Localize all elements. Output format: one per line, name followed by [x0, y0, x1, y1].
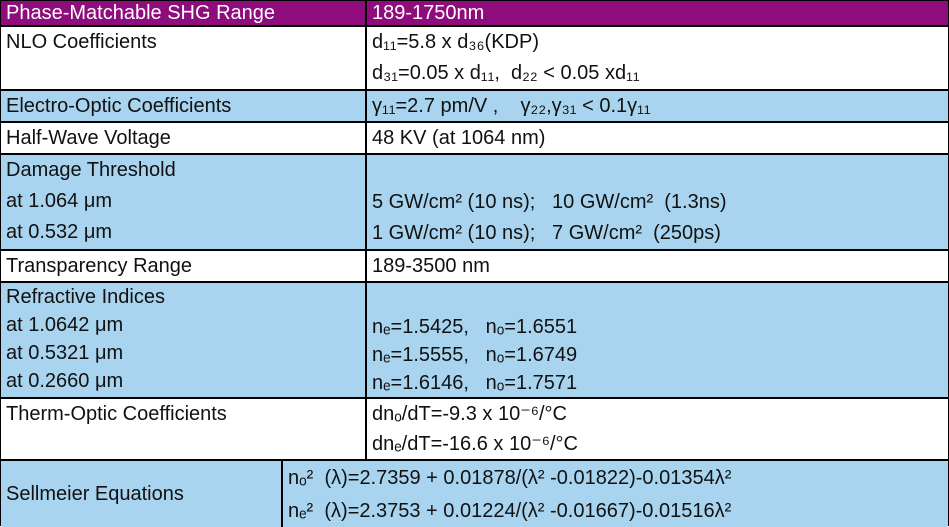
cell-text: Electro-Optic Coefficients	[6, 95, 232, 117]
cell-text: nₒ² (λ)=2.7359 + 0.01878/(λ² -0.01822)-0…	[288, 466, 732, 489]
cell-text: 5 GW/cm² (10 ns); 10 GW/cm² (1.3ns)	[372, 191, 727, 213]
cell-text: 189-1750nm	[372, 2, 485, 24]
label-cell: Therm-Optic Coefficients	[1, 399, 367, 459]
cell-text: Transparency Range	[6, 255, 193, 277]
cell-text: Therm-Optic Coefficients	[6, 403, 227, 425]
cell-text: nₑ=1.6146, nₒ=1.7571	[372, 372, 578, 394]
cell-text: Sellmeier Equations	[6, 483, 184, 505]
label-cell: Damage Threshold at 1.064 μm at 0.532 μm	[1, 155, 367, 249]
label-cell: Refractive Indices at 1.0642 μm at 0.5321 …	[1, 283, 367, 397]
header-cell: 189-1750nm	[367, 1, 484, 25]
table-row: NLO Coefficients d₁₁=5.8 x d₃₆(KDP) d₃₁=0.…	[1, 27, 948, 91]
cell-text: at 1.0642 μm	[6, 314, 124, 336]
cell-text: 48 KV (at 1064 nm)	[372, 127, 546, 149]
cell-text: 1 GW/cm² (10 ns); 7 GW/cm² (250ps)	[372, 222, 721, 244]
value-cell: 48 KV (at 1064 nm)	[367, 123, 948, 153]
cell-text: dnₑ/dT=-16.6 x 10⁻⁶/°C	[372, 433, 578, 455]
label-cell: NLO Coefficients	[1, 27, 367, 89]
table-row: Transparency Range 189-3500 nm	[1, 251, 948, 283]
cell-text: at 0.2660 μm	[6, 370, 124, 392]
header-cell: Phase-Matchable SHG Range	[1, 1, 367, 25]
label-cell: Half-Wave Voltage	[1, 123, 367, 153]
value-cell: d₁₁=5.8 x d₃₆(KDP) d₃₁=0.05 x d₁₁, d₂₂ < …	[367, 27, 948, 89]
value-cell: nₒ² (λ)=2.7359 + 0.01878/(λ² -0.01822)-0…	[283, 461, 948, 527]
cell-text: d₃₁=0.05 x d₁₁, d₂₂ < 0.05 xd₁₁	[372, 62, 640, 84]
cell-text: nₑ=1.5425, nₒ=1.6551	[372, 316, 578, 338]
table-row: Therm-Optic Coefficients dnₒ/dT=-9.3 x 10…	[1, 399, 948, 461]
label-cell: Sellmeier Equations	[1, 461, 283, 527]
table-row: Refractive Indices at 1.0642 μm at 0.5321 …	[1, 283, 948, 399]
cell-text: Damage Threshold	[6, 159, 176, 181]
cell-text: NLO Coefficients	[6, 31, 157, 53]
header-row: Phase-Matchable SHG Range 189-1750nm	[1, 1, 948, 27]
cell-text: Half-Wave Voltage	[6, 127, 171, 149]
table-row: Half-Wave Voltage 48 KV (at 1064 nm)	[1, 123, 948, 155]
table-row: Sellmeier Equations nₒ² (λ)=2.7359 + 0.01…	[1, 461, 948, 527]
cell-text: Refractive Indices	[6, 286, 165, 308]
table-row: Electro-Optic Coefficients γ₁₁=2.7 pm/V ,…	[1, 91, 948, 123]
value-cell: 5 GW/cm² (10 ns); 10 GW/cm² (1.3ns) 1 GW/…	[367, 155, 948, 249]
value-cell: 189-3500 nm	[367, 251, 948, 281]
value-cell: dnₒ/dT=-9.3 x 10⁻⁶/°C dnₑ/dT=-16.6 x 10⁻⁶…	[367, 399, 948, 459]
value-cell: nₑ=1.5425, nₒ=1.6551 nₑ=1.5555, nₒ=1.6749…	[367, 283, 948, 397]
label-cell: Transparency Range	[1, 251, 367, 281]
cell-text: dnₒ/dT=-9.3 x 10⁻⁶/°C	[372, 403, 567, 425]
cell-text: nₑ=1.5555, nₒ=1.6749	[372, 344, 578, 366]
cell-text: Phase-Matchable SHG Range	[6, 2, 276, 24]
cell-text: 189-3500 nm	[372, 255, 490, 277]
label-cell: Electro-Optic Coefficients	[1, 91, 367, 121]
cell-text: γ₁₁=2.7 pm/V , γ₂₂,γ₃₁ < 0.1γ₁₁	[372, 95, 651, 117]
cell-text: at 1.064 μm	[6, 190, 113, 212]
cell-text: at 0.5321 μm	[6, 342, 124, 364]
table-row: Damage Threshold at 1.064 μm at 0.532 μm 5 …	[1, 155, 948, 251]
cell-text: nₑ² (λ)=2.3753 + 0.01224/(λ² -0.01667)-0…	[288, 499, 732, 522]
value-cell: γ₁₁=2.7 pm/V , γ₂₂,γ₃₁ < 0.1γ₁₁	[367, 91, 948, 121]
cell-text: d₁₁=5.8 x d₃₆(KDP)	[372, 31, 539, 53]
cell-text: at 0.532 μm	[6, 221, 113, 243]
